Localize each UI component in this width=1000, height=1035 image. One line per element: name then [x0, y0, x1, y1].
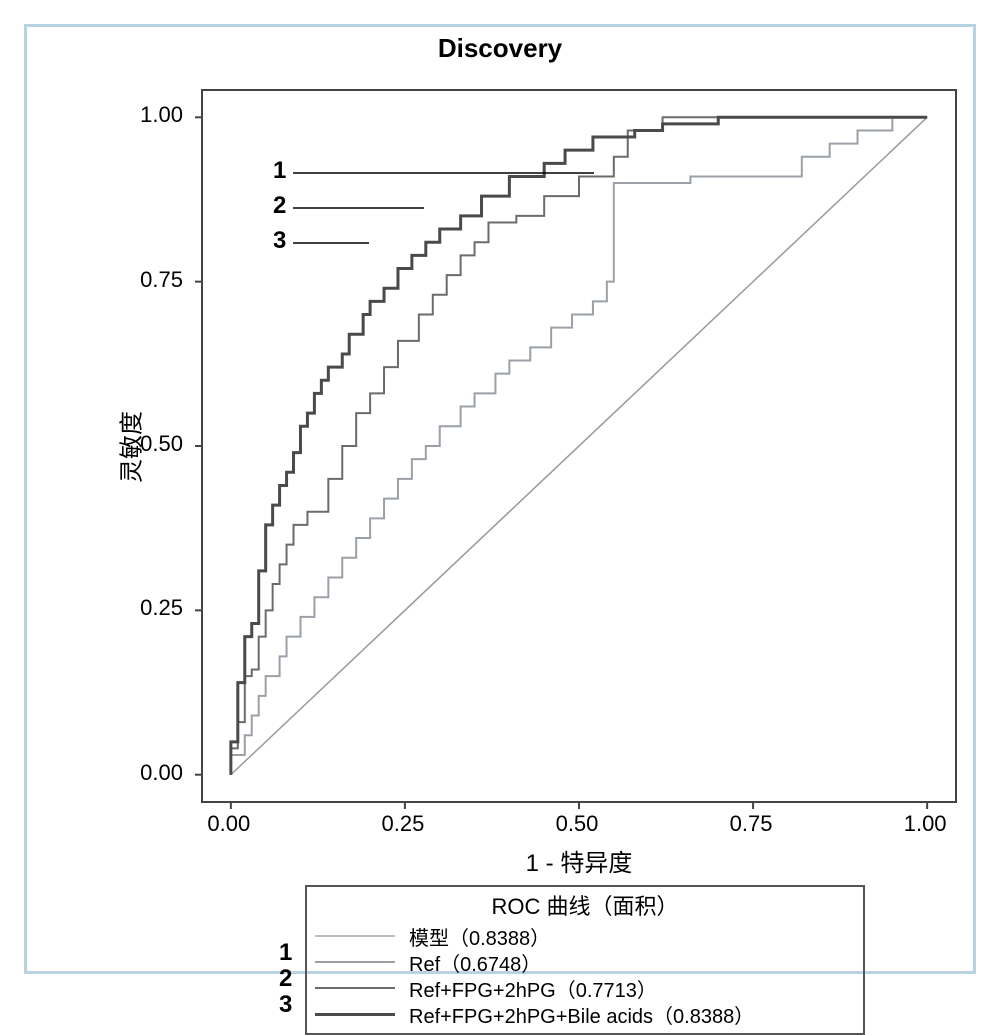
- legend-item-model: 模型（0.8388）: [315, 923, 855, 949]
- legend-label: Ref（0.6748）: [409, 948, 541, 977]
- y-tick-label: 1.00: [140, 102, 183, 128]
- x-axis-label: 1 - 特异度: [526, 843, 633, 878]
- legend-title: ROC 曲线（面积）: [315, 889, 855, 921]
- legend-item-ref: Ref（0.6748）: [315, 949, 855, 975]
- x-tick-label: 0.50: [556, 811, 599, 837]
- annot-3: 3: [273, 227, 286, 255]
- legend-row-number: 3: [279, 991, 292, 1019]
- y-tick-label: 0.50: [140, 431, 183, 457]
- legend-label: Ref+FPG+2hPG+Bile acids（0.8388）: [409, 1000, 754, 1029]
- x-tick-label: 0.75: [730, 811, 773, 837]
- plot-svg: [203, 91, 955, 801]
- legend-label: Ref+FPG+2hPG（0.7713）: [409, 974, 657, 1003]
- legend-box: ROC 曲线（面积） 模型（0.8388）Ref（0.6748）Ref+FPG+…: [305, 885, 865, 1035]
- y-tick-label: 0.75: [140, 267, 183, 293]
- legend-label: 模型（0.8388）: [409, 922, 550, 951]
- y-tick-label: 0.00: [140, 760, 183, 786]
- legend-row-number: 1: [279, 939, 292, 967]
- x-tick-label: 0.25: [382, 811, 425, 837]
- legend-swatch: [315, 961, 395, 963]
- chart-title: Discovery: [27, 33, 973, 64]
- legend-swatch: [315, 1013, 395, 1016]
- y-tick-label: 0.25: [140, 595, 183, 621]
- legend-item-ref_fpg_2hpg_bile: Ref+FPG+2hPG+Bile acids（0.8388）: [315, 1001, 855, 1027]
- legend-swatch: [315, 987, 395, 989]
- annot-2: 2: [273, 192, 286, 220]
- annot-1: 1: [273, 157, 286, 185]
- figure-outer-frame: Discovery 灵敏度 1 - 特异度 ROC 曲线（面积） 模型（0.83…: [24, 24, 976, 974]
- x-tick-label: 0.00: [207, 811, 250, 837]
- x-tick-label: 1.00: [904, 811, 947, 837]
- legend-row-number: 2: [279, 965, 292, 993]
- legend-item-ref_fpg_2hpg: Ref+FPG+2hPG（0.7713）: [315, 975, 855, 1001]
- plot-frame: [201, 89, 957, 803]
- legend-swatch: [315, 935, 395, 937]
